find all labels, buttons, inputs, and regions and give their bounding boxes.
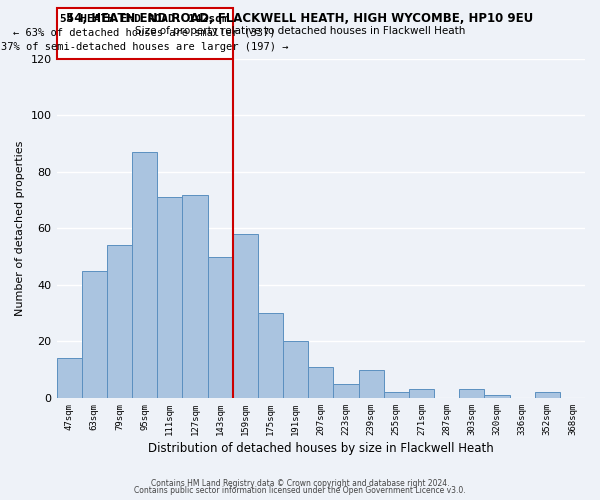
Text: 54, HEATH END ROAD, FLACKWELL HEATH, HIGH WYCOMBE, HP10 9EU: 54, HEATH END ROAD, FLACKWELL HEATH, HIG… — [67, 12, 533, 26]
Bar — [383, 392, 409, 398]
Bar — [359, 370, 383, 398]
Y-axis label: Number of detached properties: Number of detached properties — [15, 141, 25, 316]
Bar — [233, 234, 258, 398]
Text: Contains HM Land Registry data © Crown copyright and database right 2024.: Contains HM Land Registry data © Crown c… — [151, 478, 449, 488]
Text: ← 63% of detached houses are smaller (337): ← 63% of detached houses are smaller (33… — [13, 28, 276, 38]
Bar — [208, 256, 233, 398]
Bar — [484, 395, 509, 398]
X-axis label: Distribution of detached houses by size in Flackwell Heath: Distribution of detached houses by size … — [148, 442, 494, 455]
Text: 54 HEATH END ROAD: 142sqm: 54 HEATH END ROAD: 142sqm — [60, 14, 229, 24]
Bar — [82, 271, 107, 398]
Bar — [258, 313, 283, 398]
Text: 37% of semi-detached houses are larger (197) →: 37% of semi-detached houses are larger (… — [1, 42, 289, 52]
Bar — [535, 392, 560, 398]
Bar — [132, 152, 157, 398]
Text: Size of property relative to detached houses in Flackwell Heath: Size of property relative to detached ho… — [135, 26, 465, 36]
Bar — [283, 342, 308, 398]
Text: Contains public sector information licensed under the Open Government Licence v3: Contains public sector information licen… — [134, 486, 466, 495]
FancyBboxPatch shape — [56, 8, 233, 59]
Bar — [409, 390, 434, 398]
Bar — [308, 367, 334, 398]
Bar — [56, 358, 82, 398]
Bar — [334, 384, 359, 398]
Bar — [182, 194, 208, 398]
Bar — [459, 390, 484, 398]
Bar — [157, 198, 182, 398]
Bar — [107, 246, 132, 398]
